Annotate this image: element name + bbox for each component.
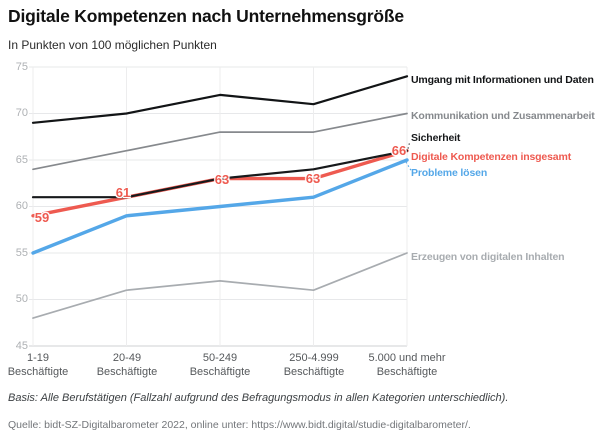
x-label: 1-19 Beschäftigte xyxy=(7,352,69,378)
y-tick: 70 xyxy=(15,107,28,119)
leader-sicherheit xyxy=(407,140,411,149)
page-title: Digitale Kompetenzen nach Unternehmensgr… xyxy=(8,6,404,26)
line-probleme-l-sen xyxy=(31,158,409,255)
legend-sicherheit: Sicherheit xyxy=(411,132,461,144)
legend-probleme-loesen: Probleme lösen xyxy=(411,167,488,179)
x-label: 20-49 Beschäftigte xyxy=(96,352,158,378)
line-umgang-mit-informationen-und-daten xyxy=(31,75,409,124)
legend-umgang: Umgang mit Informationen und Daten xyxy=(411,74,594,86)
y-tick: 45 xyxy=(15,340,28,352)
line-sicherheit xyxy=(31,149,409,199)
value-label: 61 xyxy=(115,185,131,200)
legend-kommunikation: Kommunikation und Zusammenarbeit xyxy=(411,110,595,122)
y-tick: 55 xyxy=(15,247,28,259)
source-note: Quelle: bidt-SZ-Digitalbarometer 2022, o… xyxy=(8,419,471,431)
value-label: 59 xyxy=(34,210,50,225)
legend-digitale-kompetenzen: Digitale Kompetenzen insgesamt xyxy=(411,151,572,163)
line-erzeugen-von-digitalen-inhalten xyxy=(32,252,408,319)
value-label: 66 xyxy=(391,143,407,158)
y-tick: 60 xyxy=(15,200,28,212)
y-tick: 75 xyxy=(15,61,28,73)
page-subtitle: In Punkten von 100 möglichen Punkten xyxy=(8,38,217,52)
basis-note: Basis: Alle Berufstätigen (Fallzahl aufg… xyxy=(8,392,509,404)
line-kommunikation-und-zusammenarbeit xyxy=(32,112,408,171)
x-label: 250-4.999 Beschäftigte xyxy=(283,352,345,378)
y-tick: 65 xyxy=(15,154,28,166)
value-label: 63 xyxy=(305,171,321,186)
value-label: 63 xyxy=(214,172,230,187)
x-label: 5.000 und mehr Beschäftigte xyxy=(368,352,446,378)
x-label: 50-249 Beschäftigte xyxy=(189,352,251,378)
y-tick: 50 xyxy=(15,293,28,305)
legend-erzeugen: Erzeugen von digitalen Inhalten xyxy=(411,251,565,263)
